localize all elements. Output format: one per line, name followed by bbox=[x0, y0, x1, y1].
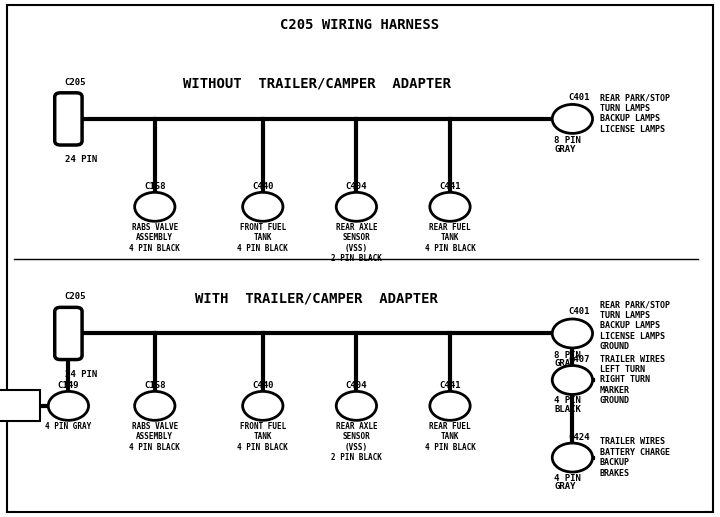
Text: RABS VALVE
ASSEMBLY
4 PIN BLACK: RABS VALVE ASSEMBLY 4 PIN BLACK bbox=[130, 223, 180, 253]
Text: C440: C440 bbox=[252, 182, 274, 191]
Circle shape bbox=[552, 104, 593, 133]
Text: C205 WIRING HARNESS: C205 WIRING HARNESS bbox=[280, 18, 440, 32]
Text: 8 PIN: 8 PIN bbox=[554, 351, 581, 359]
Text: C205: C205 bbox=[65, 293, 86, 301]
Text: REAR AXLE
SENSOR
(VSS)
2 PIN BLACK: REAR AXLE SENSOR (VSS) 2 PIN BLACK bbox=[331, 223, 382, 263]
Circle shape bbox=[48, 391, 89, 420]
Text: C440: C440 bbox=[252, 381, 274, 390]
Circle shape bbox=[430, 391, 470, 420]
Text: 4 PIN: 4 PIN bbox=[554, 396, 581, 405]
Text: 4 PIN: 4 PIN bbox=[554, 474, 581, 482]
Text: GRAY: GRAY bbox=[554, 359, 576, 368]
Circle shape bbox=[135, 192, 175, 221]
Text: REAR FUEL
TANK
4 PIN BLACK: REAR FUEL TANK 4 PIN BLACK bbox=[425, 223, 475, 253]
Circle shape bbox=[135, 391, 175, 420]
Text: 24 PIN: 24 PIN bbox=[65, 155, 97, 164]
Text: RABS VALVE
ASSEMBLY
4 PIN BLACK: RABS VALVE ASSEMBLY 4 PIN BLACK bbox=[130, 422, 180, 452]
Text: C424: C424 bbox=[569, 433, 590, 442]
Text: C441: C441 bbox=[439, 182, 461, 191]
Text: GRAY: GRAY bbox=[554, 482, 576, 491]
Circle shape bbox=[552, 319, 593, 348]
Text: TRAILER WIRES
BATTERY CHARGE
BACKUP
BRAKES: TRAILER WIRES BATTERY CHARGE BACKUP BRAK… bbox=[600, 437, 670, 478]
Text: WITH  TRAILER/CAMPER  ADAPTER: WITH TRAILER/CAMPER ADAPTER bbox=[195, 291, 438, 305]
Text: TRAILER WIRES
LEFT TURN
RIGHT TURN
MARKER
GROUND: TRAILER WIRES LEFT TURN RIGHT TURN MARKE… bbox=[600, 355, 665, 405]
Text: REAR PARK/STOP
TURN LAMPS
BACKUP LAMPS
LICENSE LAMPS
GROUND: REAR PARK/STOP TURN LAMPS BACKUP LAMPS L… bbox=[600, 300, 670, 351]
Text: C404: C404 bbox=[346, 182, 367, 191]
Text: GRAY: GRAY bbox=[554, 145, 576, 154]
Text: 4 PIN GRAY: 4 PIN GRAY bbox=[45, 422, 91, 431]
FancyBboxPatch shape bbox=[7, 5, 713, 512]
Text: 8 PIN: 8 PIN bbox=[554, 136, 581, 145]
Text: BLACK: BLACK bbox=[554, 405, 581, 414]
FancyBboxPatch shape bbox=[55, 93, 82, 145]
Text: 24 PIN: 24 PIN bbox=[65, 370, 97, 378]
Circle shape bbox=[243, 391, 283, 420]
Text: FRONT FUEL
TANK
4 PIN BLACK: FRONT FUEL TANK 4 PIN BLACK bbox=[238, 422, 288, 452]
Text: C149: C149 bbox=[58, 381, 79, 390]
Circle shape bbox=[336, 192, 377, 221]
Text: C158: C158 bbox=[144, 182, 166, 191]
Text: C205: C205 bbox=[65, 78, 86, 87]
Text: TRAILER
RELAY
BOX: TRAILER RELAY BOX bbox=[2, 391, 34, 421]
Text: C401: C401 bbox=[569, 308, 590, 316]
Text: REAR AXLE
SENSOR
(VSS)
2 PIN BLACK: REAR AXLE SENSOR (VSS) 2 PIN BLACK bbox=[331, 422, 382, 462]
Text: REAR PARK/STOP
TURN LAMPS
BACKUP LAMPS
LICENSE LAMPS: REAR PARK/STOP TURN LAMPS BACKUP LAMPS L… bbox=[600, 94, 670, 134]
Circle shape bbox=[552, 443, 593, 472]
Bar bbox=[0, 390, 40, 421]
Circle shape bbox=[336, 391, 377, 420]
Text: C158: C158 bbox=[144, 381, 166, 390]
Text: WITHOUT  TRAILER/CAMPER  ADAPTER: WITHOUT TRAILER/CAMPER ADAPTER bbox=[183, 77, 451, 90]
Circle shape bbox=[430, 192, 470, 221]
Text: C401: C401 bbox=[569, 93, 590, 102]
Text: C407: C407 bbox=[569, 355, 590, 364]
Circle shape bbox=[243, 192, 283, 221]
Text: REAR FUEL
TANK
4 PIN BLACK: REAR FUEL TANK 4 PIN BLACK bbox=[425, 422, 475, 452]
Text: C404: C404 bbox=[346, 381, 367, 390]
Text: FRONT FUEL
TANK
4 PIN BLACK: FRONT FUEL TANK 4 PIN BLACK bbox=[238, 223, 288, 253]
Text: C441: C441 bbox=[439, 381, 461, 390]
FancyBboxPatch shape bbox=[55, 307, 82, 360]
Circle shape bbox=[552, 366, 593, 394]
